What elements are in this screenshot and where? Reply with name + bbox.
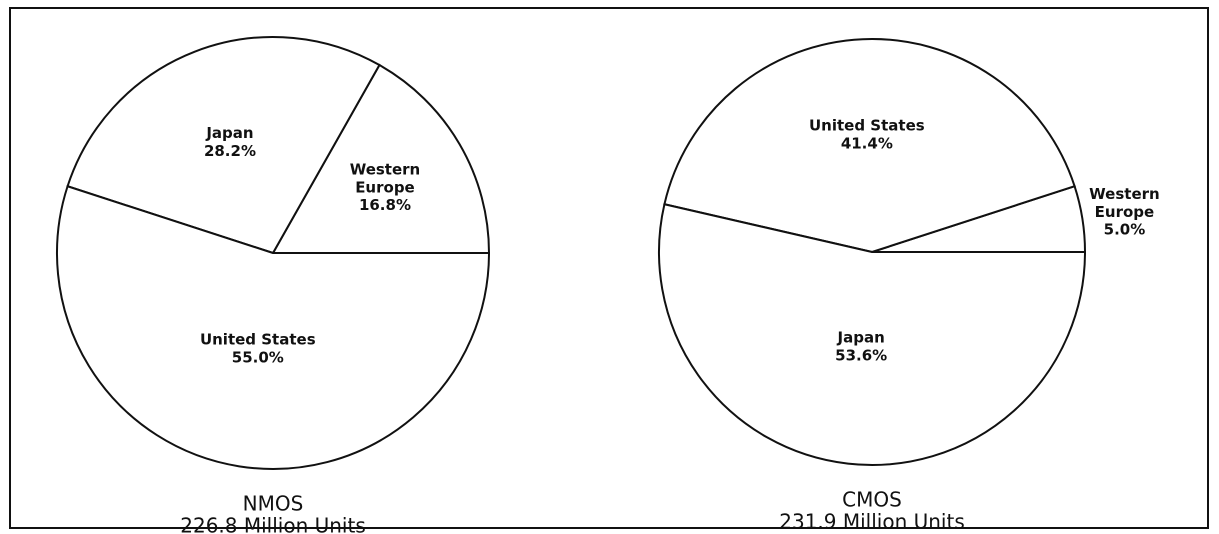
- chart-title: CMOS: [842, 488, 902, 512]
- pie-slice: [66, 36, 381, 255]
- slice-value-label: 53.6%: [835, 347, 887, 365]
- chart-subtitle: 231.9 Million Units: [779, 510, 965, 534]
- slice-label-line: Europe: [355, 178, 415, 196]
- slice-value-label: 16.8%: [359, 196, 411, 214]
- slice-label-line: Europe: [1095, 203, 1155, 221]
- slice-label: Western Europe: [1089, 185, 1160, 221]
- slice-label: United States: [200, 331, 316, 349]
- slice-label: Japan: [205, 124, 253, 142]
- slice-label: United States: [809, 116, 925, 134]
- slice-value-label: 28.2%: [204, 142, 256, 160]
- pie-slice: [663, 38, 1076, 254]
- slice-label: Japan: [837, 329, 885, 347]
- pie-slice: [658, 203, 1087, 466]
- chart-subtitle: 226.8 Million Units: [180, 514, 366, 534]
- frame: [9, 7, 1209, 529]
- slice-label: Western Europe: [350, 160, 421, 196]
- slice-value-label: 5.0%: [1104, 221, 1146, 239]
- pie-slice: [56, 184, 491, 470]
- slice-label-line: Western: [350, 160, 421, 178]
- pie-slice: [271, 63, 491, 254]
- chart-title: NMOS: [243, 492, 304, 516]
- slice-value-label: 41.4%: [841, 134, 893, 152]
- slice-value-label: 55.0%: [232, 349, 284, 367]
- slice-label-line: Western: [1089, 185, 1160, 203]
